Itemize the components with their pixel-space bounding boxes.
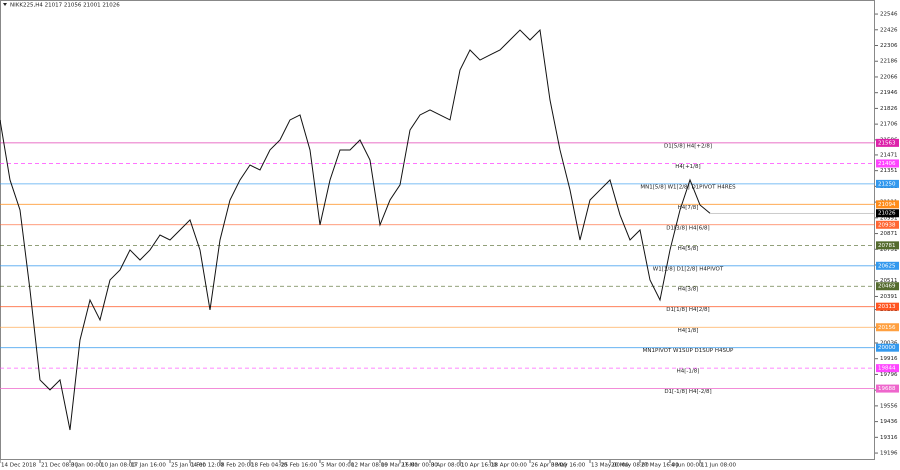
level-label: D1[5/8] H4[+2/8] xyxy=(664,143,712,149)
x-tick-label: 11 Jun 08:00 xyxy=(701,463,736,469)
x-tick-label: 14 Dec 2018 xyxy=(1,463,37,469)
level-tag-value: 21406 xyxy=(878,161,896,167)
x-tick-label: 10 Apr 16:00 xyxy=(461,463,497,469)
level-label: MN1PIVOT W1SUP D1SUP H4SUP xyxy=(643,348,734,354)
x-tick-label: 1 Feb 12:00 xyxy=(191,463,224,469)
x-tick-label: 4 Jun 00:00 xyxy=(671,463,703,469)
level-tag xyxy=(876,364,899,373)
level-tag xyxy=(876,200,899,209)
level-tag-value: 20938 xyxy=(878,222,896,228)
level-tag xyxy=(876,179,899,188)
x-tick-label: 18 Apr 00:00 xyxy=(491,463,527,469)
x-tick-label: 10 Jan 08:00 xyxy=(101,463,136,469)
level-label: D1[-1/8] H4[-2/8] xyxy=(664,389,711,395)
x-tick-label: 20 May 08:00 xyxy=(611,463,649,469)
chart-title: NIKK225,H4 21017 21056 21001 21026 xyxy=(10,3,120,9)
y-tick-label: 19556 xyxy=(880,403,898,409)
level-tag xyxy=(876,241,899,250)
y-tick-label: 19196 xyxy=(880,451,898,457)
level-tag xyxy=(876,323,899,332)
x-tick-label: 25 Feb 16:00 xyxy=(281,463,318,469)
y-tick-label: 20391 xyxy=(880,294,898,300)
level-tag-value: 20156 xyxy=(878,325,896,331)
plot-frame xyxy=(0,0,875,460)
y-tick-label: 19316 xyxy=(880,435,898,441)
y-tick-label: 19436 xyxy=(880,419,898,425)
level-tag xyxy=(876,384,899,393)
x-tick-label: 27 Mar 00:00 xyxy=(401,463,438,469)
x-tick-label: 19 Mar 16:00 xyxy=(381,463,418,469)
x-tick-label: 5 Mar 00:00 xyxy=(321,463,355,469)
level-tag-value: 21094 xyxy=(878,202,896,208)
x-tick-label: 13 May 00:00 xyxy=(591,463,629,469)
level-label: D1[1/8] H4[2/8] xyxy=(666,307,709,313)
level-tag xyxy=(876,302,899,311)
level-label: H4[5/8] xyxy=(678,246,699,252)
price-line xyxy=(0,28,711,431)
x-tick-label: 21 Dec 08:00 xyxy=(41,463,78,469)
level-tag xyxy=(876,138,899,147)
y-tick-label: 21471 xyxy=(880,152,898,158)
y-tick-label: 20511 xyxy=(880,278,898,284)
level-tag xyxy=(876,159,899,168)
x-tick-label: 27 May 16:00 xyxy=(641,463,679,469)
level-tag-value: 19688 xyxy=(878,386,896,392)
y-tick-label: 21351 xyxy=(880,168,898,174)
x-tick-label: 17 Jan 16:00 xyxy=(131,463,166,469)
level-tag-value: 19844 xyxy=(878,366,896,372)
menu-arrow xyxy=(3,3,7,6)
level-tag-value: 20625 xyxy=(878,263,896,269)
level-tag-value: 20781 xyxy=(878,243,896,249)
y-tick-label: 22186 xyxy=(880,59,898,65)
level-label: MN1[5/8] W1[2/8] D1PIVOT H4RES xyxy=(640,184,736,190)
level-label: H4[3/8] xyxy=(678,287,699,293)
level-tag-value: 20313 xyxy=(878,304,896,310)
y-tick-label: 22066 xyxy=(880,74,898,80)
level-tag xyxy=(876,282,899,291)
level-tag xyxy=(876,343,899,352)
level-label: H4[-1/8] xyxy=(677,369,700,375)
x-tick-label: 3 Jan 00:00 xyxy=(71,463,103,469)
y-tick-label: 22306 xyxy=(880,43,898,49)
level-tag xyxy=(876,261,899,270)
level-tag-value: 20469 xyxy=(878,284,896,290)
last-price-tag xyxy=(876,209,899,218)
last-price-value: 21026 xyxy=(878,211,896,217)
level-label: H4[+1/8] xyxy=(675,164,700,170)
x-tick-label: 18 Feb 04:00 xyxy=(251,463,288,469)
y-tick-label: 21706 xyxy=(880,122,898,128)
level-label: D1[3/8] H4[6/8] xyxy=(666,225,709,231)
level-label: W1[1/8] D1[2/8] H4PIVOT xyxy=(653,266,724,272)
level-tag-value: 21563 xyxy=(878,140,896,146)
y-tick-label: 20871 xyxy=(880,231,898,237)
x-tick-label: 26 Apr 08:00 xyxy=(531,463,567,469)
y-tick-label: 19796 xyxy=(880,372,898,378)
x-tick-label: 25 Jan 04:00 xyxy=(171,463,206,469)
x-tick-label: 3 Apr 08:00 xyxy=(431,463,464,469)
y-tick-label: 22546 xyxy=(880,12,898,18)
level-tag-value: 21250 xyxy=(878,181,896,187)
level-label: H4[7/8] xyxy=(678,205,699,211)
y-tick-label: 21946 xyxy=(880,90,898,96)
x-tick-label: 12 Mar 08:00 xyxy=(351,463,388,469)
level-tag xyxy=(876,220,899,229)
level-label: H4[1/8] xyxy=(678,328,699,334)
y-tick-label: 20036 xyxy=(880,340,898,346)
y-tick-label: 22426 xyxy=(880,27,898,33)
x-tick-label: 3 May 16:00 xyxy=(551,463,586,469)
y-tick-label: 21826 xyxy=(880,106,898,112)
y-tick-label: 20751 xyxy=(880,247,898,253)
level-tag-value: 20000 xyxy=(878,345,896,351)
x-tick-label: 8 Feb 20:00 xyxy=(221,463,254,469)
y-tick-label: 20991 xyxy=(880,215,898,221)
y-tick-label: 19916 xyxy=(880,356,898,362)
